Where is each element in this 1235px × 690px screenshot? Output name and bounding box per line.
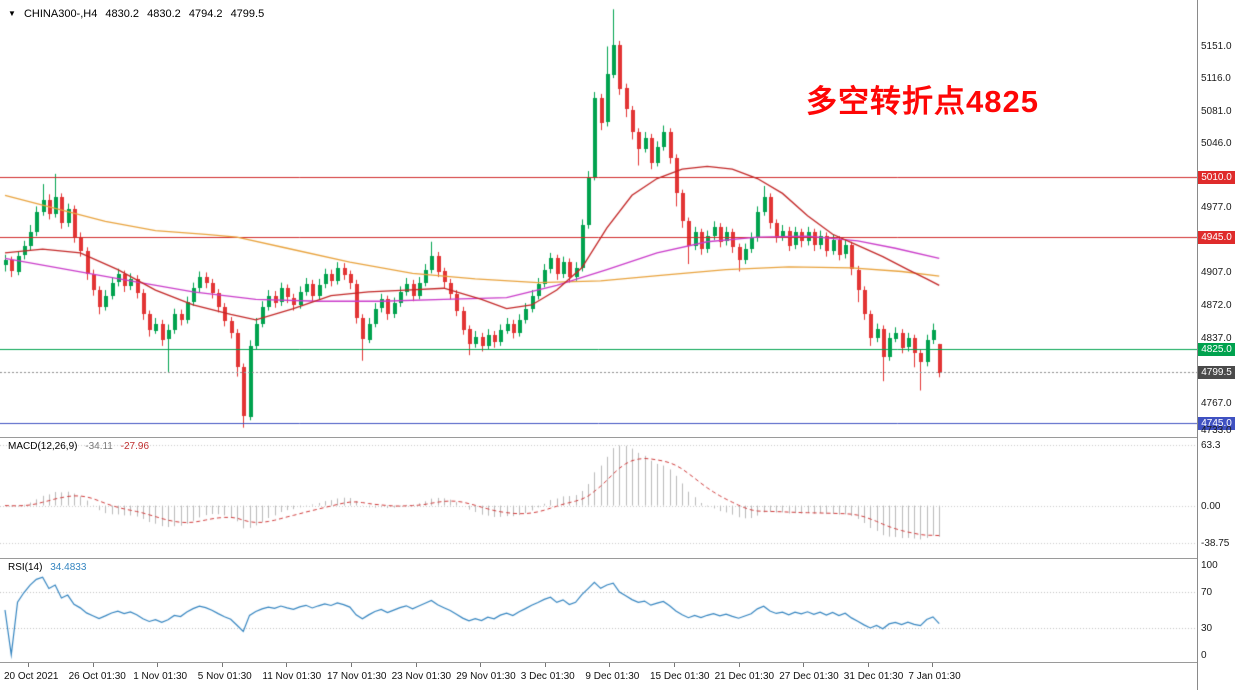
- chart-ohlc-readout: ▼ CHINA300-,H4 4830.2 4830.2 4794.2 4799…: [8, 8, 269, 20]
- time-axis-label: 31 Dec 01:30: [843, 671, 904, 682]
- axis-label: 5046.0: [1201, 138, 1232, 150]
- axis-label: 4907.0: [1201, 267, 1232, 279]
- axis-label: 5081.0: [1201, 105, 1232, 117]
- time-axis-tick: [544, 663, 546, 667]
- time-axis-label: 29 Nov 01:30: [456, 671, 516, 682]
- time-axis-label: 3 Dec 01:30: [520, 671, 575, 682]
- high-value: 4830.2: [147, 8, 181, 20]
- macd-name: MACD(12,26,9): [8, 441, 78, 452]
- rsi-panel-canvas[interactable]: [0, 558, 1197, 662]
- price-axis[interactable]: 5151.0 5116.0 5081.0 5046.0 5010.0 4977.0 4945…: [1197, 0, 1235, 690]
- price-axis-badge-blue: 4745.0: [1198, 417, 1235, 431]
- time-axis-tick: [28, 663, 29, 667]
- time-axis-tick: [221, 663, 223, 667]
- time-axis-label: 26 Oct 01:30: [68, 671, 126, 682]
- panel-separator-rsi[interactable]: [0, 558, 1235, 559]
- price-chart-canvas[interactable]: [0, 0, 1197, 437]
- time-axis-tick: [609, 663, 611, 667]
- axis-label: 5116.0: [1201, 73, 1231, 85]
- price-axis-badge-red: 4945.0: [1198, 231, 1235, 245]
- time-axis-tick: [351, 663, 352, 667]
- axis-label: -38.75: [1201, 537, 1230, 549]
- axis-label: 4837.0: [1201, 332, 1232, 344]
- time-axis-tick: [286, 663, 288, 667]
- axis-label: 4767.0: [1201, 397, 1232, 409]
- rsi-name: RSI(14): [8, 562, 43, 573]
- time-axis-label: 7 Jan 01:30: [908, 671, 961, 682]
- time-axis-label: 11 Nov 01:30: [262, 671, 322, 682]
- time-axis-label: 27 Dec 01:30: [779, 671, 839, 682]
- rsi-indicator-label: RSI(14) 34.4833: [8, 562, 91, 573]
- axis-label: 100: [1201, 560, 1218, 572]
- time-axis-label: 5 Nov 01:30: [197, 671, 252, 682]
- symbol-dropdown-icon[interactable]: ▼: [8, 9, 16, 18]
- time-axis-tick: [415, 663, 417, 667]
- macd-indicator-label: MACD(12,26,9) -34.11 -27.96: [8, 441, 154, 452]
- price-axis-badge-green: 4825.0: [1198, 342, 1235, 356]
- low-value: 4794.2: [188, 8, 223, 20]
- macd-signal-value: -27.96: [120, 441, 150, 452]
- time-axis-tick: [803, 663, 805, 667]
- time-axis-tick: [92, 663, 94, 667]
- axis-label: 4733.0: [1201, 425, 1232, 436]
- macd-panel-canvas[interactable]: [0, 437, 1197, 558]
- time-axis-tick: [867, 663, 869, 667]
- time-axis-label: 23 Nov 01:30: [391, 671, 452, 682]
- macd-main-value: -34.11: [85, 441, 113, 452]
- time-axis-label: 17 Nov 01:30: [327, 671, 387, 682]
- time-axis[interactable]: 20 Oct 2021 26 Oct 01:30 1 Nov 01:30 5 Nov …: [0, 663, 1197, 690]
- axis-label: 0: [1201, 649, 1207, 661]
- time-axis-tick: [480, 663, 482, 667]
- axis-label: 4977.0: [1201, 202, 1232, 214]
- axis-label: 63.3: [1201, 440, 1221, 452]
- rsi-value: 34.4833: [50, 562, 87, 573]
- chart-annotation-text[interactable]: 多空转折点4825: [806, 84, 1039, 119]
- price-axis-badge-red: 5010.0: [1198, 170, 1235, 184]
- symbol-timeframe-label: CHINA300-,H4: [23, 8, 98, 20]
- axis-label: 5151.0: [1201, 40, 1232, 52]
- time-axis-label: 15 Dec 01:30: [650, 671, 710, 682]
- panel-separator-macd[interactable]: [0, 437, 1235, 438]
- time-axis-label: 9 Dec 01:30: [585, 671, 640, 682]
- time-axis-label: 1 Nov 01:30: [133, 671, 188, 682]
- axis-label: 30: [1201, 622, 1213, 634]
- time-axis-tick: [738, 663, 740, 667]
- time-axis-label: 21 Dec 01:30: [714, 671, 775, 682]
- axis-label: 0.00: [1201, 500, 1221, 512]
- axis-label: 70: [1201, 587, 1213, 599]
- panel-separator-time: [0, 662, 1235, 663]
- axis-label: 4872.0: [1201, 299, 1232, 311]
- open-value: 4830.2: [105, 8, 140, 20]
- price-axis-badge-current: 4799.5: [1198, 366, 1235, 380]
- time-axis-tick: [932, 663, 934, 667]
- close-value: 4799.5: [230, 8, 265, 20]
- time-axis-label: 20 Oct 2021: [4, 671, 59, 682]
- time-axis-tick: [674, 663, 675, 667]
- time-axis-tick: [157, 663, 159, 667]
